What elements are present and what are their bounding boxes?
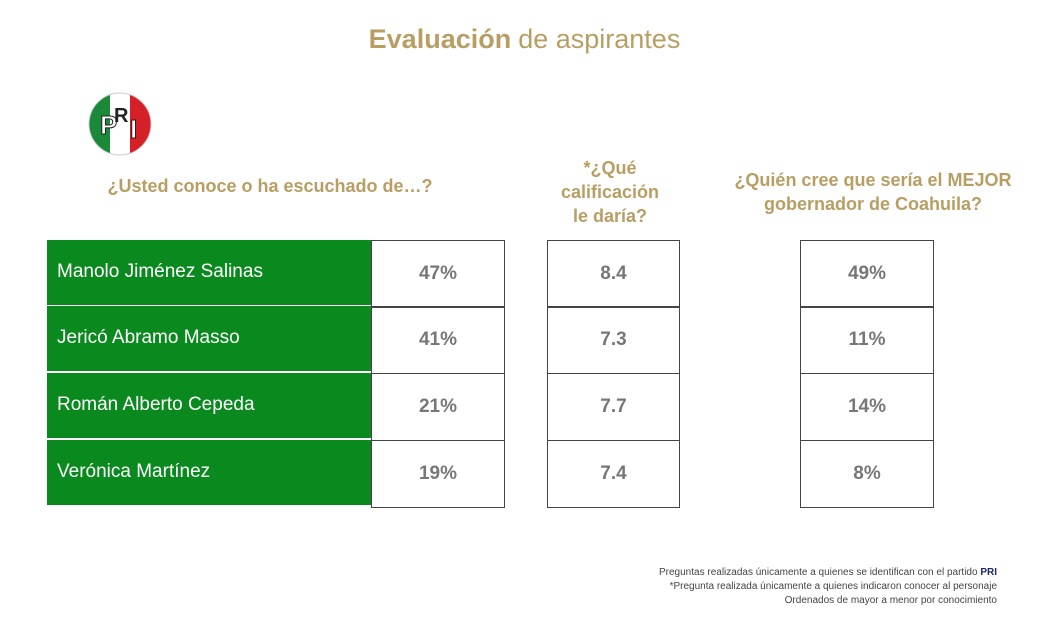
- title-rest: de aspirantes: [518, 24, 681, 54]
- title: Evaluación de aspirantes: [0, 24, 1049, 55]
- value-cell: 7.3: [547, 306, 680, 374]
- title-bold: Evaluación: [368, 24, 512, 54]
- candidate-name: Manolo Jiménez Salinas: [47, 240, 371, 307]
- question-line: calificación: [560, 182, 660, 202]
- question-known: ¿Usted conoce o ha escuchado de…?: [107, 176, 433, 196]
- value-cell: 47%: [371, 240, 505, 308]
- question-line: ¿Quién cree que sería el MEJOR: [734, 170, 1012, 190]
- footnote-text: Preguntas realizadas únicamente a quiene…: [659, 567, 978, 578]
- question-best: ¿Quién cree que sería el MEJOR gobernador…: [710, 168, 1036, 216]
- value-cell: 8.4: [547, 240, 680, 308]
- footnote: Preguntas realizadas únicamente a quiene…: [659, 567, 997, 578]
- logo-letter: I: [130, 114, 137, 144]
- pri-logo: P R I: [88, 92, 152, 156]
- value-cell: 14%: [800, 373, 934, 441]
- footnote-bold: PRI: [980, 567, 997, 578]
- value-cell: 19%: [371, 440, 505, 508]
- value-cell: 21%: [371, 373, 505, 441]
- question-line: *¿Qué: [583, 158, 637, 178]
- value-cell: 7.7: [547, 373, 680, 441]
- question-grade: *¿Qué calificación le daría?: [520, 156, 700, 228]
- logo-letter: R: [114, 105, 129, 127]
- candidate-name: Jericó Abramo Masso: [47, 306, 371, 373]
- footnote: Ordenados de mayor a menor por conocimie…: [784, 595, 997, 606]
- value-cell: 7.4: [547, 440, 680, 508]
- logo-letter: P: [100, 110, 117, 140]
- value-cell: 41%: [371, 306, 505, 374]
- value-cell: 49%: [800, 240, 934, 308]
- footnote: *Pregunta realizada únicamente a quienes…: [669, 581, 997, 592]
- value-cell: 11%: [800, 306, 934, 374]
- value-cell: 8%: [800, 440, 934, 508]
- candidate-name: Román Alberto Cepeda: [47, 373, 371, 440]
- candidate-name: Verónica Martínez: [47, 440, 371, 507]
- question-line: le daría?: [572, 206, 648, 226]
- question-line: gobernador de Coahuila?: [763, 194, 982, 214]
